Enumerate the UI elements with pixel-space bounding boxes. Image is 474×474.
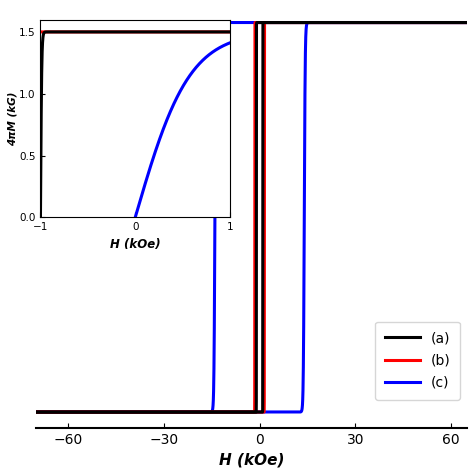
- X-axis label: H (kOe): H (kOe): [219, 452, 284, 467]
- Legend: (a), (b), (c): (a), (b), (c): [375, 321, 460, 400]
